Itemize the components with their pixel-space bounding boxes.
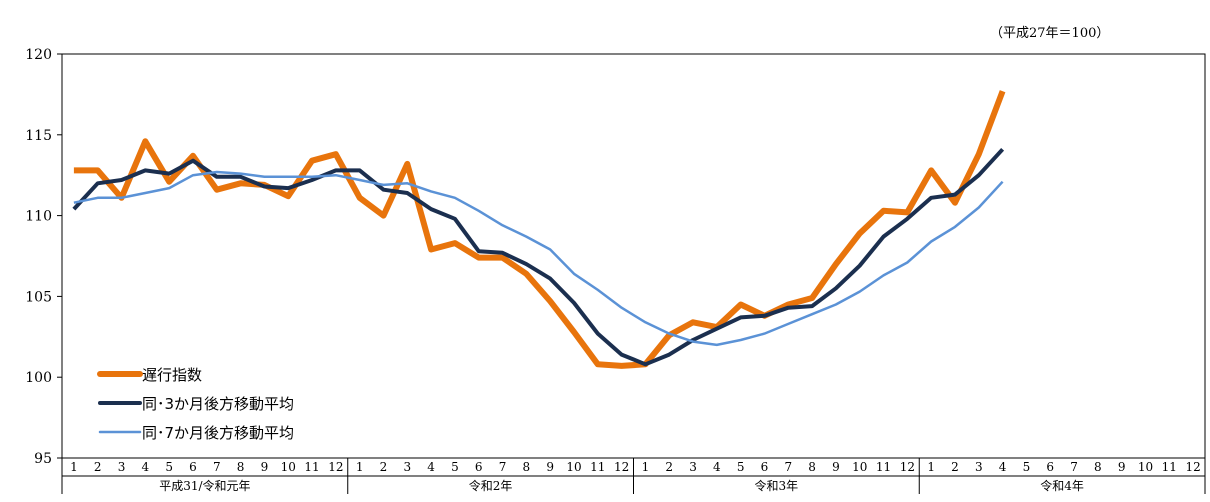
series-line-3: [73, 170, 1004, 347]
year-group-label: 令和3年: [755, 478, 799, 493]
x-tick-label: 9: [832, 460, 840, 474]
x-tick-label: 7: [1070, 460, 1078, 474]
x-tick-label: 4: [427, 460, 435, 474]
x-tick-label: 2: [380, 460, 388, 474]
series-line-1: [73, 90, 1006, 369]
y-tick-label: 100: [25, 370, 52, 386]
x-tick-label: 3: [689, 460, 697, 474]
x-tick-label: 11: [304, 460, 319, 474]
y-tick-label: 115: [25, 128, 52, 144]
y-tick-label: 95: [34, 451, 52, 467]
x-tick-label: 10: [566, 460, 581, 474]
x-tick-label: 4: [999, 460, 1007, 474]
x-tick-label: 6: [761, 460, 769, 474]
legend-label-3: 同･7か月後方移動平均: [142, 424, 294, 442]
x-tick-label: 1: [356, 460, 364, 474]
x-tick-label: 10: [281, 460, 296, 474]
x-tick-label: 1: [70, 460, 78, 474]
series-line-2: [72, 147, 1005, 367]
x-tick-label: 8: [808, 460, 816, 474]
y-tick-label: 120: [25, 47, 52, 63]
x-tick-label: 9: [1118, 460, 1126, 474]
x-tick-label: 6: [475, 460, 483, 474]
x-tick-label: 7: [499, 460, 507, 474]
x-tick-label: 4: [713, 460, 721, 474]
x-tick-label: 8: [523, 460, 531, 474]
x-tick-label: 5: [451, 460, 459, 474]
x-tick-label: 3: [975, 460, 983, 474]
x-tick-label: 12: [900, 460, 915, 474]
x-tick-label: 11: [1162, 460, 1177, 474]
x-tick-label: 5: [165, 460, 173, 474]
x-tick-label: 2: [665, 460, 673, 474]
x-tick-label: 2: [94, 460, 102, 474]
x-tick-label: 1: [927, 460, 935, 474]
y-tick-label: 105: [25, 289, 52, 305]
x-tick-label: 3: [403, 460, 411, 474]
year-group-label: 令和4年: [1040, 478, 1084, 493]
year-group-label: 令和2年: [469, 478, 513, 493]
legend-label-1: 遅行指数: [142, 366, 202, 384]
x-tick-label: 9: [261, 460, 269, 474]
x-tick-label: 12: [614, 460, 629, 474]
x-tick-label: 8: [1094, 460, 1102, 474]
x-tick-label: 12: [328, 460, 343, 474]
x-tick-label: 11: [876, 460, 891, 474]
x-tick-label: 3: [118, 460, 126, 474]
legend-label-2: 同･3か月後方移動平均: [142, 395, 294, 413]
x-tick-label: 12: [1185, 460, 1200, 474]
x-tick-label: 10: [852, 460, 867, 474]
base-year-note: （平成27年＝100）: [990, 26, 1110, 41]
x-tick-label: 5: [1023, 460, 1031, 474]
year-group-label: 平成31/令和元年: [159, 478, 250, 493]
x-tick-label: 6: [189, 460, 197, 474]
x-tick-label: 10: [1138, 460, 1153, 474]
x-tick-label: 7: [784, 460, 792, 474]
x-tick-label: 11: [590, 460, 605, 474]
x-tick-label: 2: [951, 460, 959, 474]
x-tick-label: 5: [737, 460, 745, 474]
x-tick-label: 8: [237, 460, 245, 474]
x-tick-label: 9: [546, 460, 554, 474]
x-tick-label: 7: [213, 460, 221, 474]
x-tick-label: 1: [642, 460, 650, 474]
x-tick-label: 6: [1046, 460, 1054, 474]
y-tick-label: 110: [25, 209, 52, 225]
x-tick-label: 4: [142, 460, 150, 474]
